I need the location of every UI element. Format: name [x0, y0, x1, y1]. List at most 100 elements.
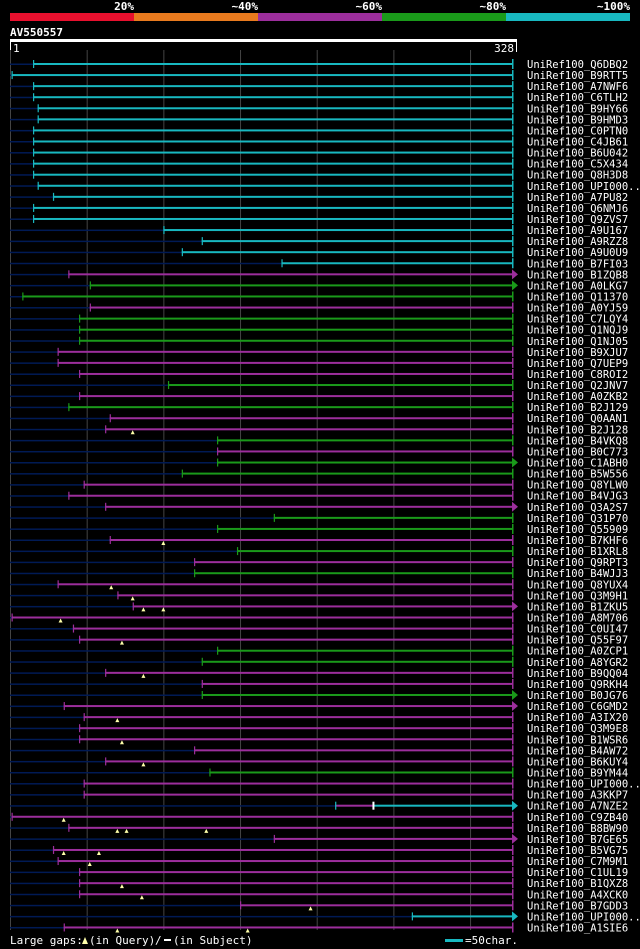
hit-id-link[interactable]: UniRef100_A9U0U9 — [527, 247, 628, 259]
hit-row[interactable]: UniRef100_B2J129 — [10, 402, 628, 414]
hit-row[interactable]: UniRef100_Q6DBQ2 — [10, 59, 628, 71]
hit-row[interactable]: UniRef100_A0ZKB2 — [10, 391, 628, 403]
hit-row[interactable]: UniRef100_A0ZCP1 — [10, 645, 628, 658]
hit-id-link[interactable]: UniRef100_B7FI03 — [527, 258, 628, 270]
hit-id-link[interactable]: UniRef100_UPI000.. — [527, 181, 640, 193]
hit-row[interactable]: UniRef100_Q31P70 — [10, 512, 628, 525]
hit-row[interactable]: UniRef100_UPI000.. — [10, 180, 640, 193]
hit-id-link[interactable]: UniRef100_C0UI47 — [527, 624, 628, 636]
hit-row[interactable]: UniRef100_B0C773 — [10, 446, 628, 458]
hit-id-link[interactable]: UniRef100_Q8YLW0 — [527, 480, 628, 492]
hit-id-link[interactable]: UniRef100_A3KKP7 — [527, 790, 628, 802]
hit-row[interactable]: UniRef100_Q3M9H1 — [10, 590, 628, 602]
hit-id-link[interactable]: UniRef100_A9U167 — [527, 225, 628, 237]
hit-id-link[interactable]: UniRef100_A8YGR2 — [527, 657, 628, 669]
hit-row[interactable]: UniRef100_Q1NJ05 — [10, 335, 628, 348]
hit-id-link[interactable]: UniRef100_Q6NMJ6 — [527, 203, 628, 215]
hit-row[interactable]: UniRef100_Q6NMJ6 — [10, 202, 628, 215]
hit-row[interactable]: UniRef100_B9RTT5 — [10, 70, 628, 82]
hit-row[interactable]: UniRef100_C0UI47 — [10, 623, 628, 636]
hit-id-link[interactable]: UniRef100_C1UL19 — [527, 867, 628, 879]
hit-id-link[interactable]: UniRef100_A7PU82 — [527, 192, 628, 204]
hit-id-link[interactable]: UniRef100_B4WJJ3 — [527, 568, 628, 580]
hit-row[interactable]: UniRef100_Q7UEP9 — [10, 357, 628, 370]
hit-id-link[interactable]: UniRef100_A8M706 — [527, 613, 628, 625]
hit-id-link[interactable]: UniRef100_A0LKG7 — [527, 280, 628, 292]
hit-id-link[interactable]: UniRef100_C6GMD2 — [527, 701, 628, 713]
hit-row[interactable]: UniRef100_B2J128 — [10, 424, 628, 436]
hit-row[interactable]: UniRef100_UPI000.. — [10, 911, 640, 923]
hit-id-link[interactable]: UniRef100_C1ABH0 — [527, 458, 628, 470]
hit-id-link[interactable]: UniRef100_A4XCK0 — [527, 889, 628, 901]
hit-id-link[interactable]: UniRef100_B2J129 — [527, 402, 628, 414]
hit-id-link[interactable]: UniRef100_UPI000.. — [527, 779, 640, 791]
hit-row[interactable]: UniRef100_A7PU82 — [10, 191, 628, 204]
hit-id-link[interactable]: UniRef100_B7GDD3 — [527, 900, 628, 912]
hit-row[interactable]: UniRef100_B7GE65 — [10, 833, 628, 846]
hit-row[interactable]: UniRef100_B9XJU7 — [10, 346, 628, 359]
hit-row[interactable]: UniRef100_B9YM44 — [10, 767, 628, 779]
hit-id-link[interactable]: UniRef100_B7GE65 — [527, 834, 628, 846]
hit-row[interactable]: UniRef100_C9ZB40 — [10, 811, 628, 824]
hit-id-link[interactable]: UniRef100_A1SIE6 — [527, 922, 628, 934]
hit-id-link[interactable]: UniRef100_A0ZCP1 — [527, 646, 628, 658]
hit-id-link[interactable]: UniRef100_B0C773 — [527, 446, 628, 458]
hit-row[interactable]: UniRef100_A9U167 — [10, 225, 628, 237]
hit-row[interactable]: UniRef100_Q3A2S7 — [10, 501, 628, 514]
hit-id-link[interactable]: UniRef100_Q6DBQ2 — [527, 59, 628, 71]
hit-id-link[interactable]: UniRef100_B6KUY4 — [527, 756, 628, 768]
hit-row[interactable]: UniRef100_A1SIE6 — [10, 922, 628, 934]
hit-row[interactable]: UniRef100_UPI000.. — [10, 778, 640, 791]
hit-row[interactable]: UniRef100_Q1NQJ9 — [10, 324, 628, 337]
hit-id-link[interactable]: UniRef100_B9HY66 — [527, 103, 628, 115]
hit-row[interactable]: UniRef100_A9U0U9 — [10, 247, 628, 259]
hit-row[interactable]: UniRef100_A8M706 — [10, 612, 628, 625]
hit-id-link[interactable]: UniRef100_B7KHF6 — [527, 535, 628, 547]
hit-row[interactable]: UniRef100_C0PTN0 — [10, 125, 628, 137]
hit-id-link[interactable]: UniRef100_A0YJ59 — [527, 303, 628, 315]
hit-id-link[interactable]: UniRef100_Q9RPT3 — [527, 557, 628, 569]
hit-row[interactable]: UniRef100_B4WJJ3 — [10, 568, 628, 580]
hit-id-link[interactable]: UniRef100_B4VKQ8 — [527, 435, 628, 447]
hit-row[interactable]: UniRef100_A9RZZ8 — [10, 236, 628, 248]
hit-id-link[interactable]: UniRef100_Q31P70 — [527, 513, 628, 525]
hit-id-link[interactable]: UniRef100_B1QXZ8 — [527, 878, 628, 890]
hit-id-link[interactable]: UniRef100_Q9RKH4 — [527, 679, 628, 691]
hit-row[interactable]: UniRef100_C8ROI2 — [10, 368, 628, 381]
hit-row[interactable]: UniRef100_Q11370 — [10, 291, 628, 303]
hit-row[interactable]: UniRef100_A4XCK0 — [10, 889, 628, 901]
hit-row[interactable]: UniRef100_Q3M9E8 — [10, 723, 628, 735]
hit-id-link[interactable]: UniRef100_B9HMD3 — [527, 114, 628, 126]
hit-id-link[interactable]: UniRef100_B1XRL8 — [527, 546, 628, 558]
hit-row[interactable]: UniRef100_Q55F97 — [10, 634, 628, 647]
hit-row[interactable]: UniRef100_Q8H3D8 — [10, 169, 628, 182]
hit-id-link[interactable]: UniRef100_C0PTN0 — [527, 125, 628, 137]
hit-id-link[interactable]: UniRef100_UPI000.. — [527, 911, 640, 923]
hit-id-link[interactable]: UniRef100_B5W556 — [527, 469, 628, 481]
hit-id-link[interactable]: UniRef100_B9XJU7 — [527, 347, 628, 359]
hit-id-link[interactable]: UniRef100_A9RZZ8 — [527, 236, 628, 248]
hit-row[interactable]: UniRef100_B7GDD3 — [10, 900, 628, 912]
hit-id-link[interactable]: UniRef100_B5VG75 — [527, 845, 628, 857]
hit-row[interactable]: UniRef100_Q2JNV7 — [10, 380, 628, 392]
hit-row[interactable]: UniRef100_B4VKQ8 — [10, 435, 628, 447]
hit-row[interactable]: UniRef100_B8BW90 — [10, 822, 628, 835]
hit-row[interactable]: UniRef100_C4JB61 — [10, 136, 628, 148]
hit-id-link[interactable]: UniRef100_B4VJG3 — [527, 491, 628, 503]
hit-id-link[interactable]: UniRef100_C9ZB40 — [527, 812, 628, 824]
hit-id-link[interactable]: UniRef100_C4JB61 — [527, 136, 628, 148]
hit-row[interactable]: UniRef100_B9QQ04 — [10, 667, 628, 680]
hit-id-link[interactable]: UniRef100_A3IX20 — [527, 712, 628, 724]
hit-id-link[interactable]: UniRef100_B9QQ04 — [527, 668, 628, 680]
hit-row[interactable]: UniRef100_B7FI03 — [10, 258, 628, 270]
hit-id-link[interactable]: UniRef100_A0ZKB2 — [527, 391, 628, 403]
hit-id-link[interactable]: UniRef100_B1ZKU5 — [527, 601, 628, 613]
hit-row[interactable]: UniRef100_B1ZQB8 — [10, 269, 628, 281]
hit-row[interactable]: UniRef100_A3KKP7 — [10, 789, 628, 802]
hit-row[interactable]: UniRef100_C6TLH2 — [10, 92, 628, 104]
hit-id-link[interactable]: UniRef100_Q11370 — [527, 291, 628, 303]
hit-id-link[interactable]: UniRef100_B1ZQB8 — [527, 269, 628, 281]
hit-id-link[interactable]: UniRef100_Q1NQJ9 — [527, 325, 628, 337]
hit-row[interactable]: UniRef100_B0JG76 — [10, 689, 628, 702]
hit-id-link[interactable]: UniRef100_C7LQY4 — [527, 314, 628, 326]
